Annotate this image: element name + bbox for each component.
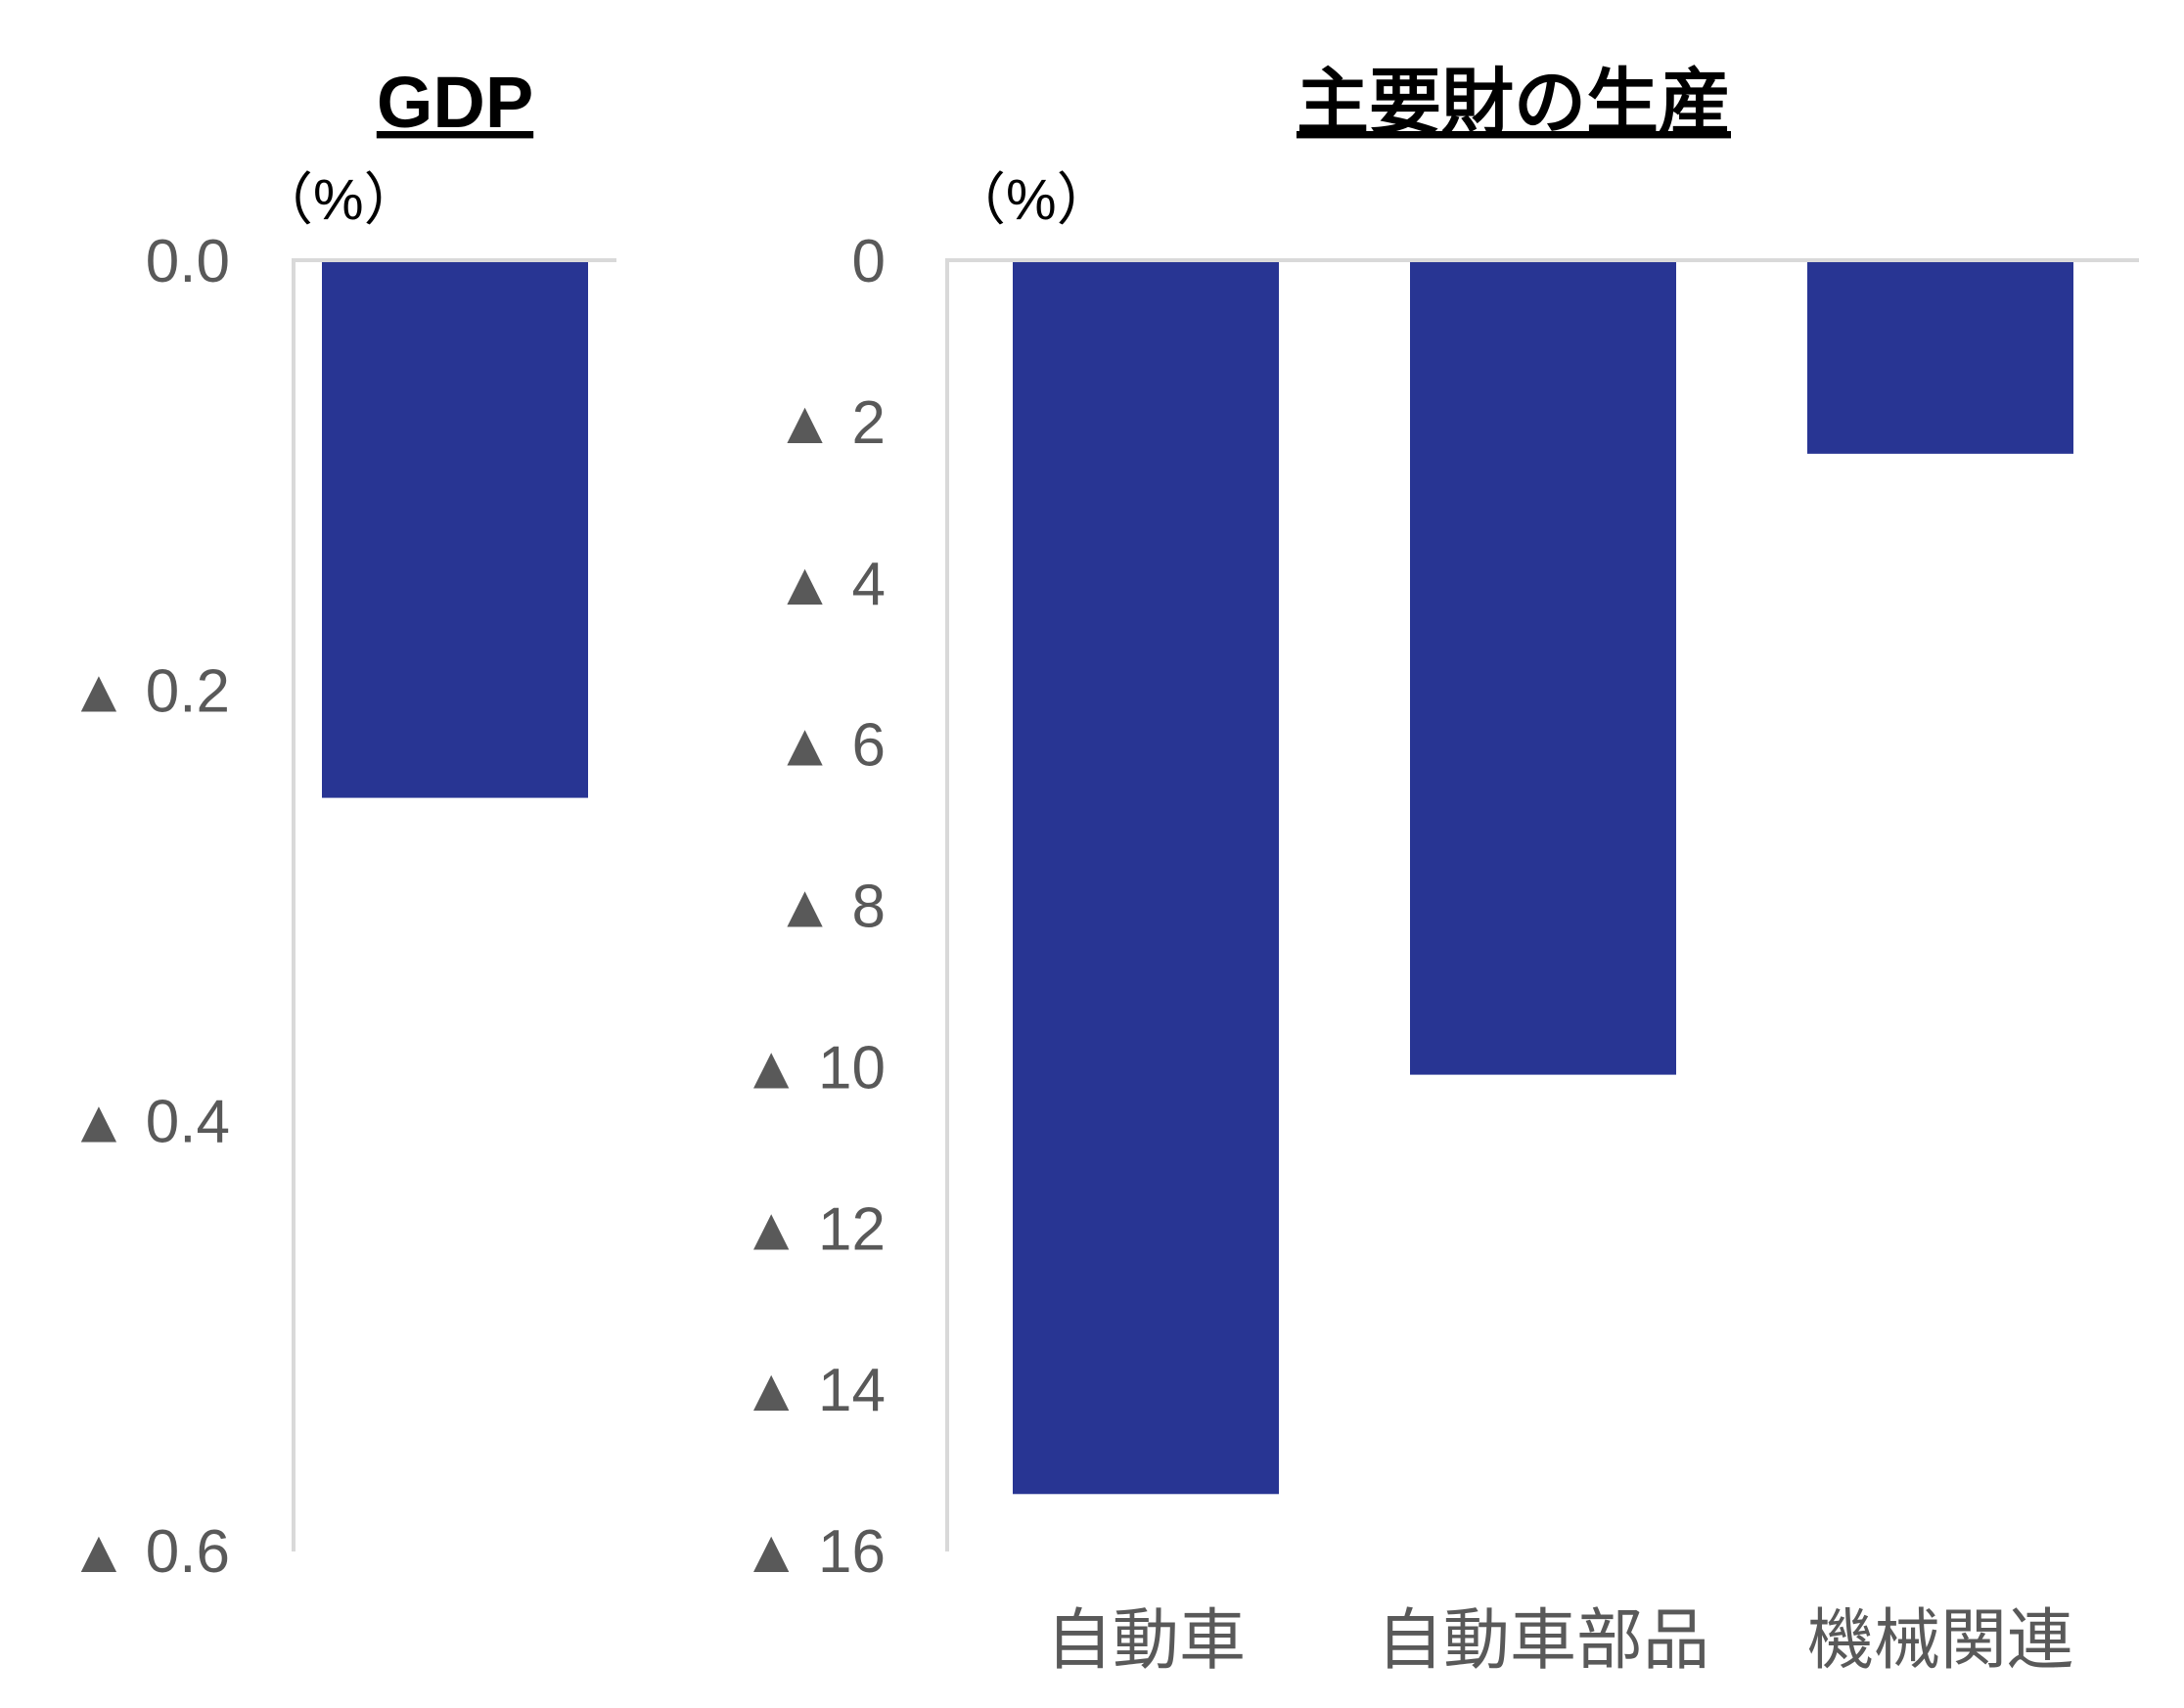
production-bars [1013, 260, 2073, 1495]
gdp-y-tick-label: ▲ 0.4 [68, 1088, 230, 1155]
production-bar [1807, 260, 2073, 454]
gdp-panel: GDP （%） 0.0 ▲ 0.2 ▲ 0.4 ▲ 0.6 [68, 62, 616, 1586]
production-chart-title: 主要財の生産 [1297, 62, 1731, 143]
gdp-y-tick-label: ▲ 0.2 [68, 658, 230, 726]
production-category-label: 自動車部品 [1377, 1603, 1709, 1678]
production-y-tick-label: ▲ 12 [741, 1195, 886, 1263]
production-y-tick-label: ▲ 2 [775, 389, 886, 457]
production-y-tick-label: ▲ 8 [775, 874, 886, 941]
production-bar [1410, 260, 1676, 1075]
production-category-label: 機械関連 [1807, 1603, 2073, 1678]
gdp-chart-title: GDP [377, 62, 533, 143]
gdp-y-tick-label: ▲ 0.6 [68, 1518, 230, 1586]
gdp-y-tick-label: 0.0 [146, 228, 230, 295]
production-y-tick-label: ▲ 10 [741, 1034, 886, 1101]
production-y-tick-label: ▲ 4 [775, 551, 886, 618]
production-y-tick-label: 0 [852, 228, 886, 295]
production-bar [1013, 260, 1279, 1495]
production-y-tick-label: ▲ 16 [741, 1518, 886, 1586]
production-unit-label: （%） [949, 168, 1114, 232]
gdp-bar [322, 260, 588, 798]
gdp-y-ticks: 0.0 ▲ 0.2 ▲ 0.4 ▲ 0.6 [68, 228, 230, 1586]
production-panel: 主要財の生産 （%） 0 ▲ 2 ▲ 4 ▲ 6 ▲ 8 ▲ 10 ▲ 12 ▲ 14 ▲ 16… [741, 62, 2139, 1678]
production-y-tick-label: ▲ 6 [775, 712, 886, 780]
gdp-unit-label: （%） [256, 168, 421, 232]
production-categories: 自動車 自動車部品 機械関連 [1046, 1603, 2073, 1678]
production-category-label: 自動車 [1046, 1603, 1246, 1678]
gdp-bars [322, 260, 588, 798]
production-y-tick-label: ▲ 14 [741, 1357, 886, 1424]
production-y-ticks: 0 ▲ 2 ▲ 4 ▲ 6 ▲ 8 ▲ 10 ▲ 12 ▲ 14 ▲ 16 [741, 228, 886, 1586]
